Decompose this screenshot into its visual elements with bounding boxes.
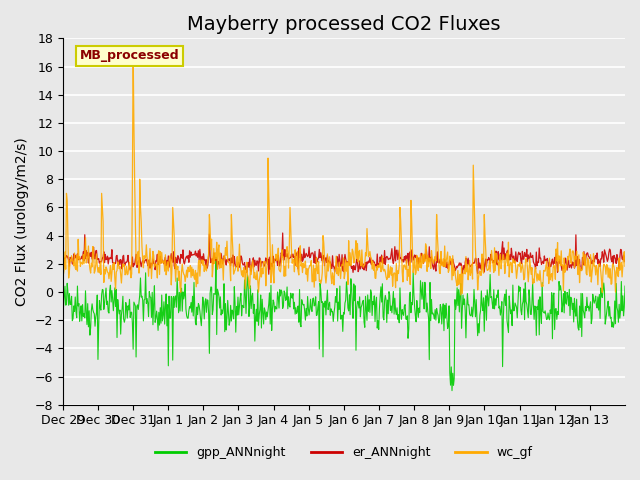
Y-axis label: CO2 Flux (urology/m2/s): CO2 Flux (urology/m2/s) xyxy=(15,137,29,306)
Title: Mayberry processed CO2 Fluxes: Mayberry processed CO2 Fluxes xyxy=(187,15,500,34)
Text: MB_processed: MB_processed xyxy=(79,49,179,62)
Legend: gpp_ANNnight, er_ANNnight, wc_gf: gpp_ANNnight, er_ANNnight, wc_gf xyxy=(150,442,538,465)
